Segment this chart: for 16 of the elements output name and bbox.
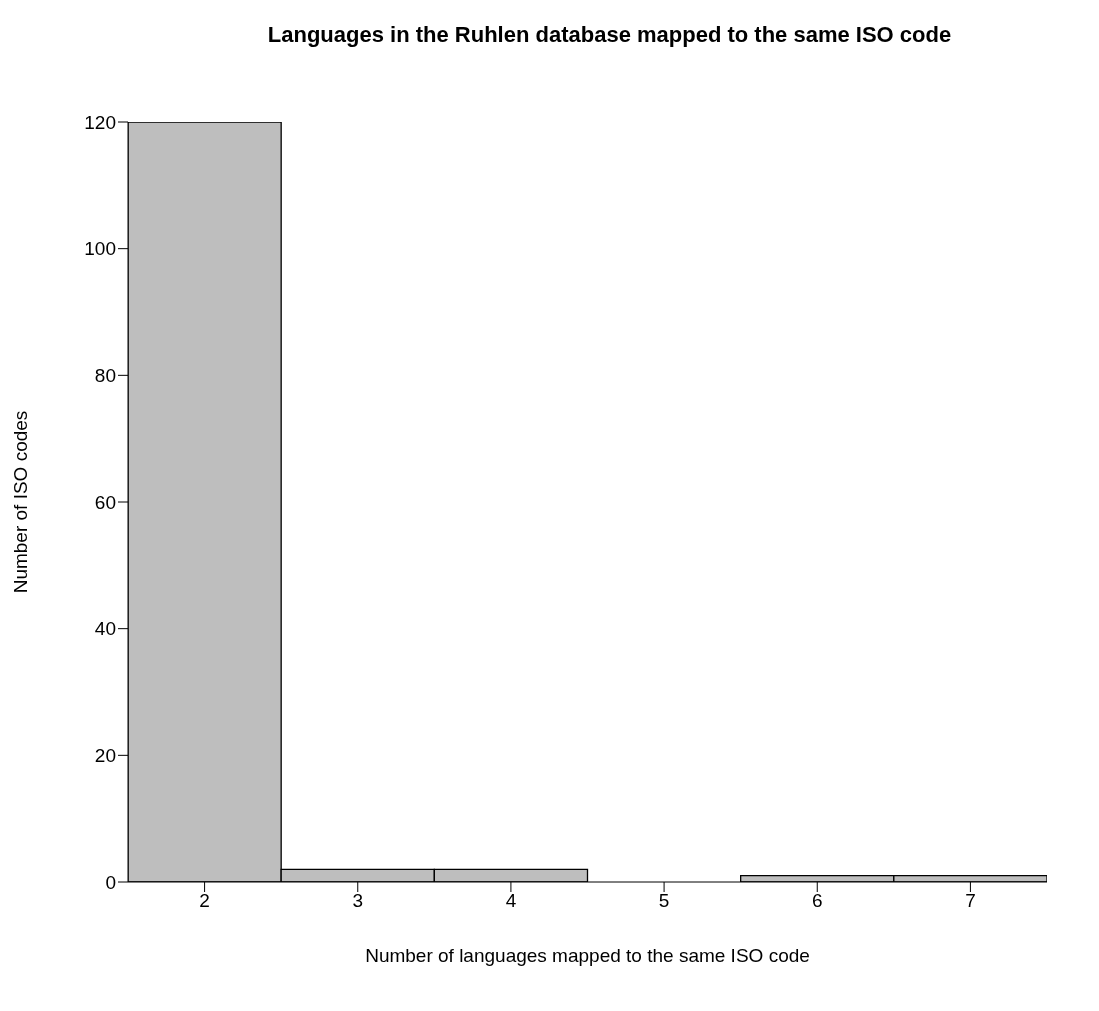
y-tick-label: 60 (94, 491, 116, 513)
x-tick-label: 4 (505, 890, 517, 912)
y-tick-label: 20 (94, 745, 116, 767)
x-tick-label: 2 (199, 890, 210, 912)
y-tick-label: 0 (105, 871, 116, 893)
y-tick-label: 100 (84, 238, 116, 260)
x-tick-label: 5 (658, 890, 670, 912)
y-tick-label: 40 (94, 618, 116, 640)
x-axis-title: Number of languages mapped to the same ISO code (365, 945, 810, 966)
chart-title: Languages in the Ruhlen database mapped to the same ISO code (266, 21, 953, 49)
y-tick-label: 120 (84, 111, 116, 133)
x-tick-label: 3 (352, 890, 364, 912)
x-tick-label: 6 (811, 890, 823, 912)
x-tick-label: 7 (965, 890, 976, 912)
y-axis-title: Number of ISO codes (9, 410, 31, 594)
y-tick-label: 80 (94, 365, 116, 387)
